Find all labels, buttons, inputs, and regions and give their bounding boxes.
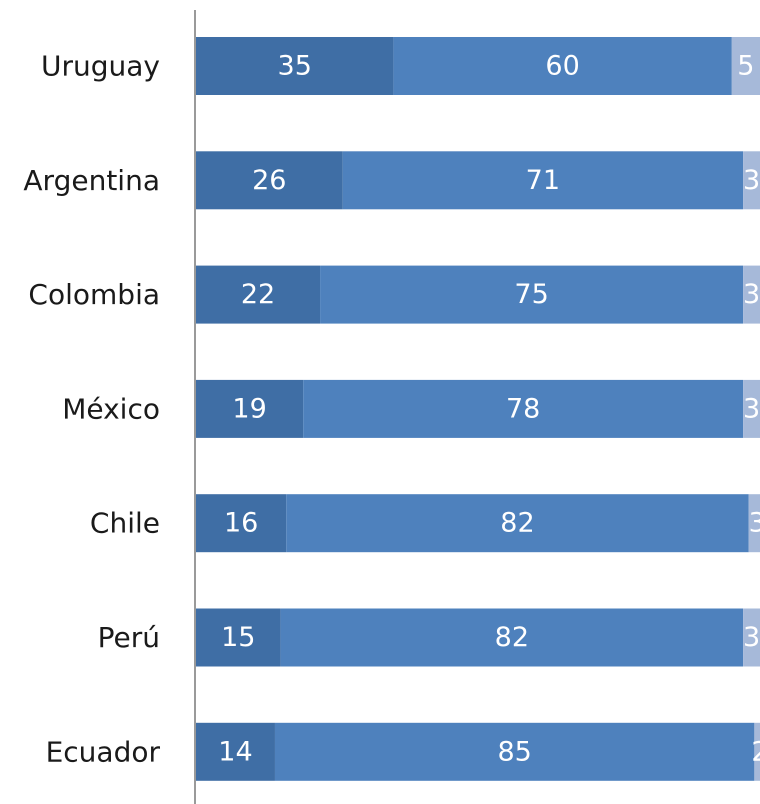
bar-segment [393, 37, 732, 95]
bar-segment [196, 722, 275, 781]
bar-segment [743, 265, 760, 324]
bar-segment [342, 151, 744, 210]
bar-segment [196, 379, 304, 438]
data-label: 71 [526, 165, 560, 196]
bar-segment [743, 151, 760, 210]
data-label: 14 [218, 736, 252, 767]
bar-segment [320, 265, 744, 324]
bar-segment [196, 494, 287, 553]
category-label: Chile [90, 507, 160, 540]
bar-segment [196, 37, 394, 95]
data-label: 3 [743, 279, 760, 310]
bar-segment [731, 37, 760, 95]
data-label: 19 [232, 393, 266, 424]
data-label: 5 [737, 51, 754, 82]
data-label: 22 [241, 279, 275, 310]
category-label: Ecuador [46, 735, 161, 768]
data-label: 26 [252, 165, 286, 196]
category-label: Argentina [23, 164, 160, 197]
category-label: Perú [98, 621, 160, 654]
data-label: 82 [495, 622, 529, 653]
bar-segment [743, 608, 760, 667]
data-label: 3 [749, 508, 760, 539]
data-label: 85 [497, 736, 531, 767]
bar-segment [280, 608, 744, 667]
data-label: 3 [743, 622, 760, 653]
data-label: 82 [500, 508, 534, 539]
data-label: 75 [514, 279, 548, 310]
data-label: 35 [278, 51, 312, 82]
bar-segment [286, 494, 749, 553]
bar-segment [303, 379, 744, 438]
bars-group: Uruguay 35 60 5 Argentina 26 71 3 Colombia 22 75 3 M… [23, 37, 760, 781]
category-label: Uruguay [41, 50, 160, 83]
bar-segment [196, 608, 281, 667]
data-label: 15 [221, 622, 255, 653]
bar-segment [196, 151, 343, 210]
bar-segment [743, 379, 760, 438]
data-label: 78 [506, 393, 540, 424]
category-label: México [62, 392, 160, 425]
bar-segment [196, 265, 321, 324]
data-label: 60 [545, 51, 579, 82]
data-label: 16 [224, 508, 258, 539]
category-label: Colombia [28, 278, 160, 311]
bar-segment [274, 722, 755, 781]
data-label: 2 [751, 736, 760, 767]
bar-segment [748, 494, 760, 553]
bar-segment [754, 722, 760, 781]
data-label: 3 [743, 165, 760, 196]
data-label: 3 [743, 393, 760, 424]
